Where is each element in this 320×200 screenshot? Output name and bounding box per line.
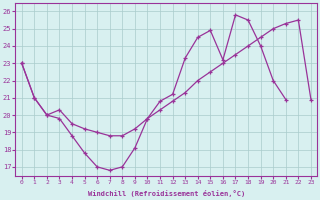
X-axis label: Windchill (Refroidissement éolien,°C): Windchill (Refroidissement éolien,°C)	[88, 190, 245, 197]
